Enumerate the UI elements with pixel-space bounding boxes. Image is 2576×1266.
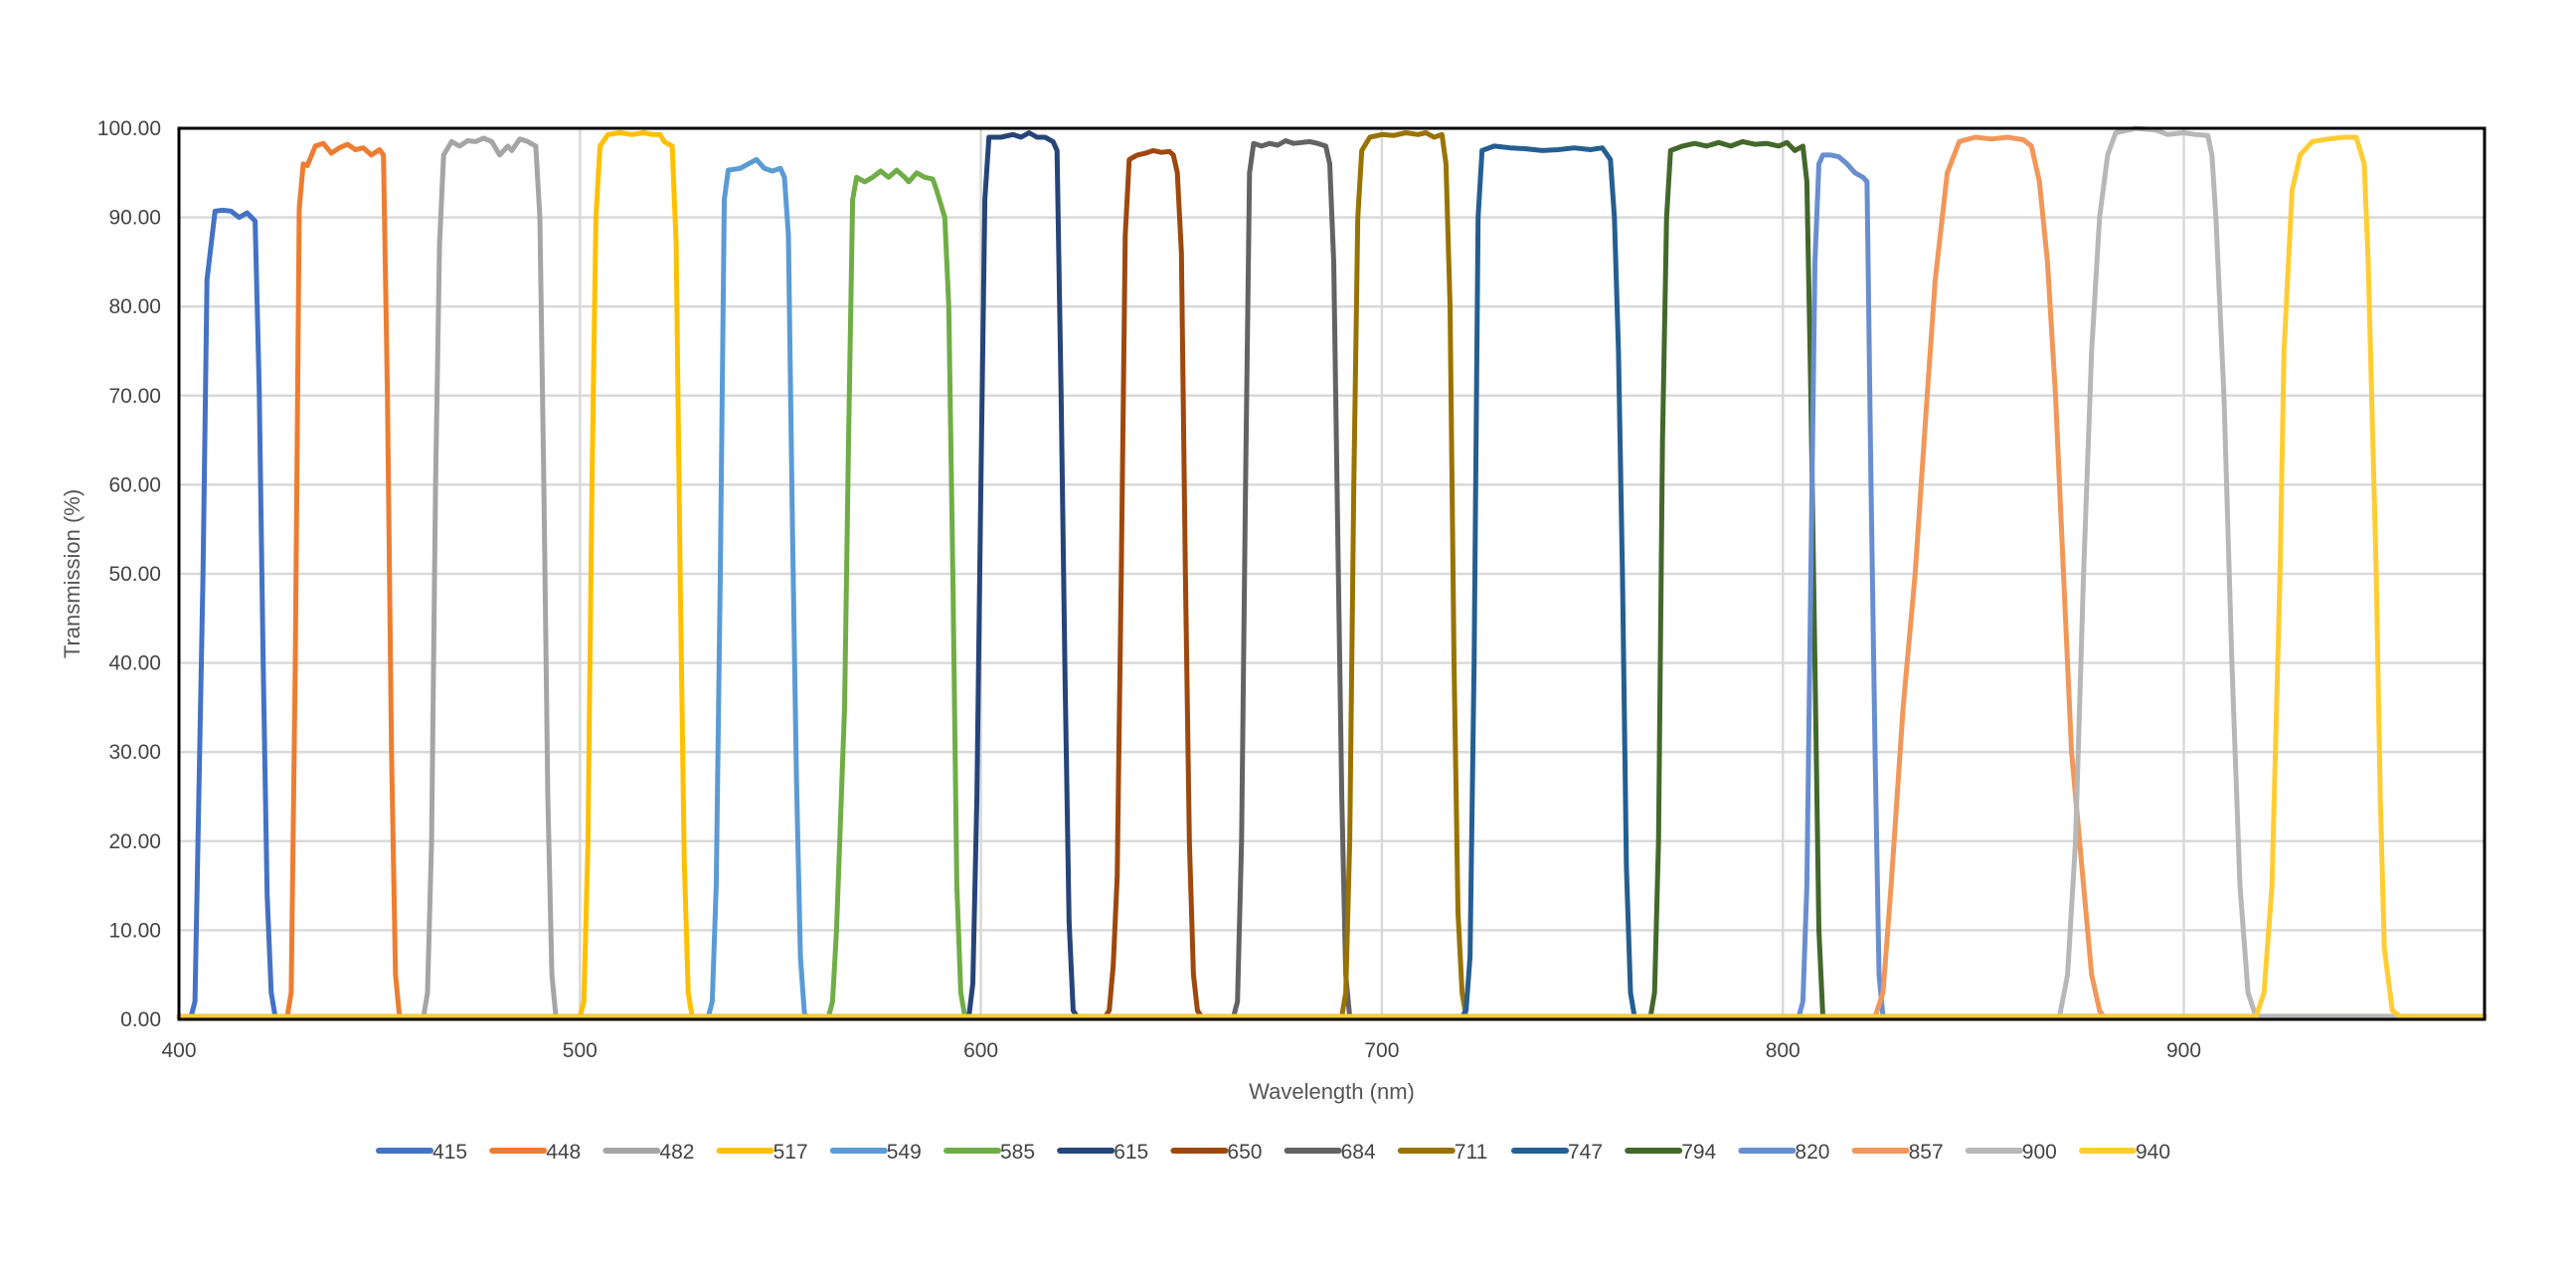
x-tick-label: 500 (563, 1039, 598, 1062)
legend-label-415: 415 (432, 1141, 467, 1164)
series-line-684 (176, 138, 2488, 1019)
legend-label-684: 684 (1341, 1141, 1376, 1164)
x-tick-label: 400 (161, 1039, 196, 1062)
x-tick-label: 600 (963, 1039, 998, 1062)
x-tick-label: 800 (1766, 1039, 1801, 1062)
y-tick-label: 100.00 (97, 117, 161, 140)
series-line-650 (176, 147, 2488, 1019)
y-tick-label: 10.00 (108, 919, 161, 942)
x-axis-title: Wavelength (nm) (1249, 1079, 1415, 1104)
y-axis-title: Transmission (%) (60, 489, 85, 658)
y-tick-label: 90.00 (108, 207, 161, 230)
series-line-448 (176, 140, 2488, 1019)
legend-label-900: 900 (2022, 1141, 2057, 1164)
y-tick-label: 50.00 (108, 563, 161, 586)
legend-label-549: 549 (887, 1141, 922, 1164)
series-line-415 (176, 207, 2488, 1019)
legend-label-747: 747 (1568, 1141, 1603, 1164)
series-line-517 (176, 130, 2488, 1019)
series-lines (176, 125, 2488, 1019)
series-line-615 (176, 130, 2488, 1019)
series-line-900 (176, 125, 2488, 1019)
legend-label-940: 940 (2136, 1141, 2170, 1164)
y-tick-label: 80.00 (108, 295, 161, 318)
series-line-820 (176, 152, 2488, 1019)
legend-label-820: 820 (1795, 1141, 1829, 1164)
x-tick-label: 900 (2166, 1039, 2201, 1062)
y-tick-label: 40.00 (108, 652, 161, 675)
series-line-940 (176, 134, 2488, 1019)
y-tick-label: 20.00 (108, 830, 161, 853)
legend-label-585: 585 (1000, 1141, 1035, 1164)
legend: 415 448 482 517 549 585 615 650 684 711 747 794 820 8… (376, 1141, 2170, 1164)
legend-label-857: 857 (1909, 1141, 1944, 1164)
x-tick-label: 700 (1364, 1039, 1399, 1062)
legend-label-794: 794 (1681, 1141, 1716, 1164)
legend-label-650: 650 (1227, 1141, 1262, 1164)
series-line-747 (176, 143, 2488, 1019)
legend-label-711: 711 (1455, 1141, 1487, 1164)
y-tick-label: 70.00 (108, 385, 161, 408)
series-line-857 (176, 134, 2488, 1019)
y-tick-label: 30.00 (108, 741, 161, 764)
series-line-549 (176, 156, 2488, 1019)
legend-label-615: 615 (1114, 1141, 1148, 1164)
y-tick-label: 60.00 (108, 473, 161, 496)
legend-label-517: 517 (773, 1141, 808, 1164)
series-line-482 (176, 135, 2488, 1019)
y-axis-ticks: 0.00 10.00 20.00 30.00 40.00 50.00 60.00 70.00 8… (97, 117, 161, 1031)
x-axis-ticks: 400 500 600 700 800 900 (161, 1039, 2201, 1062)
series-line-711 (176, 130, 2488, 1019)
legend-label-448: 448 (546, 1141, 581, 1164)
series-line-585 (176, 167, 2488, 1019)
plot-area-frame (177, 126, 2487, 1021)
y-tick-label: 0.00 (120, 1008, 161, 1031)
legend-label-482: 482 (659, 1141, 694, 1164)
